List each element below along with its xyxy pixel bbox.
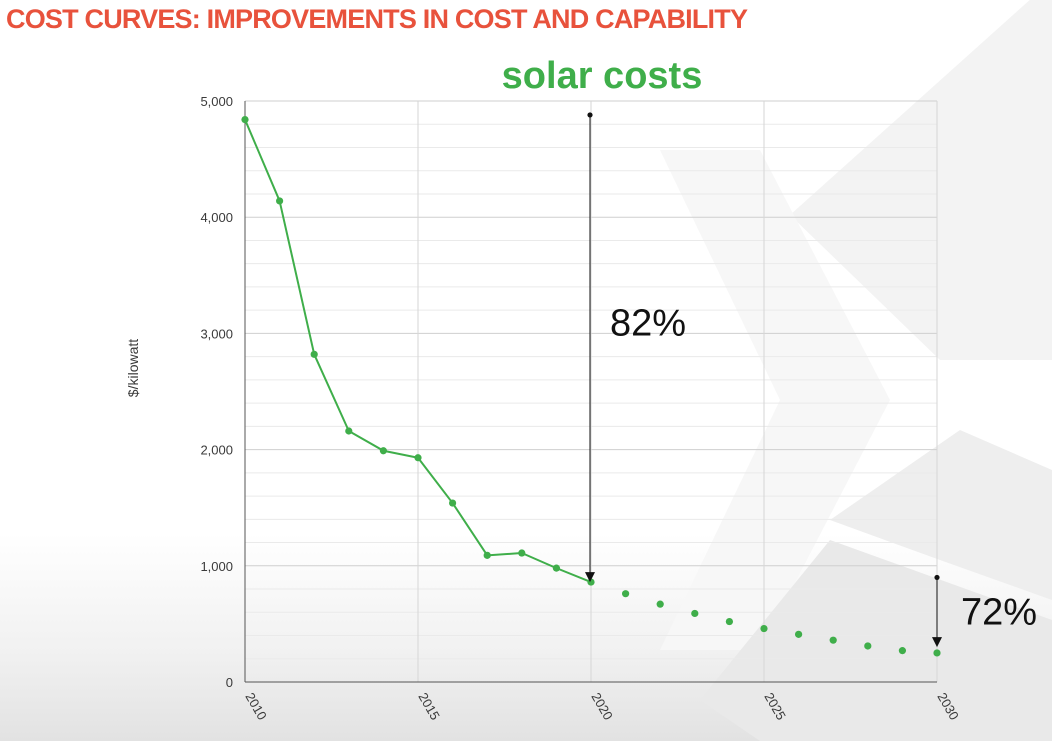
data-point — [241, 115, 249, 124]
data-point — [829, 636, 837, 644]
y-tick-label: 1,000 — [200, 559, 233, 574]
data-point — [276, 197, 284, 205]
annotation-arrowhead — [585, 572, 595, 583]
data-point — [518, 549, 526, 557]
x-tick-label: 2030 — [934, 690, 961, 723]
slide-title: COST CURVES: IMPROVEMENTS IN COST AND CA… — [6, 4, 748, 34]
series-historical — [241, 115, 595, 586]
data-point — [656, 600, 664, 608]
data-series — [241, 115, 941, 657]
data-point — [622, 590, 630, 598]
annotation-label: 72% — [961, 591, 1037, 633]
y-tick-label: 5,000 — [200, 94, 233, 109]
x-tick-label: 2020 — [588, 690, 615, 723]
data-point — [864, 642, 872, 650]
data-point — [691, 609, 699, 618]
grid-lines — [245, 100, 938, 682]
y-tick-label: 3,000 — [200, 326, 233, 341]
data-point — [345, 427, 353, 435]
x-tick-label: 2025 — [761, 690, 788, 723]
data-point — [414, 454, 422, 462]
annotation-82%: 82% — [585, 112, 686, 583]
data-point — [760, 624, 768, 633]
chart-title: solar costs — [502, 55, 703, 97]
y-tick-label: 2,000 — [200, 443, 233, 458]
data-point — [310, 350, 318, 358]
annotation-72%: 72% — [932, 574, 1037, 648]
tick-labels: 0 1,000 2,000 3,000 4,000 5,000 2010 2015 2020 20… — [200, 94, 961, 723]
data-point — [449, 499, 457, 507]
annotation-arrowhead — [932, 637, 942, 648]
y-axis-label: $/kilowatt — [125, 339, 141, 397]
y-tick-label: 4,000 — [200, 210, 233, 225]
y-tick-label: 0 — [226, 675, 233, 690]
data-point — [483, 551, 491, 559]
data-point — [898, 647, 907, 655]
data-point — [795, 630, 803, 638]
data-point — [933, 649, 941, 657]
series-projected — [622, 590, 941, 657]
data-point — [379, 447, 387, 455]
data-point — [725, 617, 734, 626]
x-tick-label: 2010 — [242, 690, 269, 723]
axes — [244, 101, 937, 683]
annotations: 82% 72% — [585, 112, 1037, 648]
x-tick-label: 2015 — [415, 690, 442, 723]
data-point — [552, 564, 561, 572]
annotation-label: 82% — [610, 303, 686, 345]
